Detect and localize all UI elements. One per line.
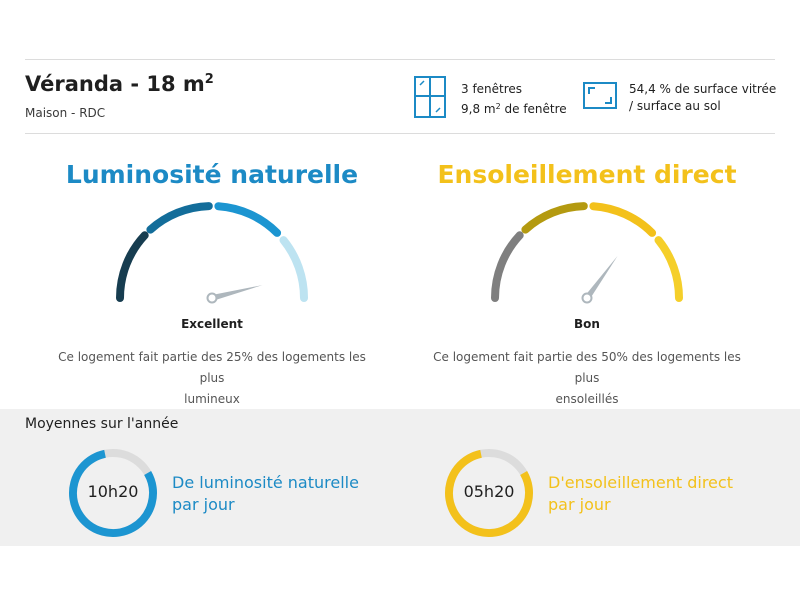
luminosity-description: Ce logement fait partie des 25% des loge… xyxy=(58,350,366,406)
yearly-averages-title: Moyennes sur l'année xyxy=(25,416,179,432)
windows-info: 3 fenêtres 9,8 m2 de fenêtre xyxy=(461,81,567,118)
window-icon xyxy=(414,76,446,118)
gauge-needle xyxy=(211,285,263,301)
gauge-segment-1 xyxy=(116,231,149,302)
windows-count: 3 fenêtres xyxy=(461,82,523,96)
room-title: Véranda - 18 m2 xyxy=(25,72,214,96)
luminosity-rating: Excellent xyxy=(181,317,243,331)
sunshine-hours-value: 05h20 xyxy=(463,482,515,501)
sunshine-title: Ensoleillement direct xyxy=(437,160,737,189)
luminosity-gauge xyxy=(116,202,308,304)
luminosity-hours-label: De luminosité naturelle par jour xyxy=(172,473,359,514)
surface-ratio: 54,4 % de surface vitrée xyxy=(629,82,777,96)
gauge-segment-4 xyxy=(654,236,683,302)
gauge-needle-hub xyxy=(206,292,218,304)
surface-info: 54,4 % de surface vitrée / surface au so… xyxy=(629,81,776,115)
luminosity-hours-value: 10h20 xyxy=(87,482,139,501)
gauge-segment-3 xyxy=(589,202,657,237)
sunshine-gauge xyxy=(491,202,683,304)
gauge-segment-1 xyxy=(491,231,524,302)
gauge-segment-3 xyxy=(214,202,282,237)
header-divider xyxy=(25,133,775,134)
surface-ratio-suffix: / surface au sol xyxy=(629,99,721,113)
sunshine-description: Ce logement fait partie des 50% des loge… xyxy=(433,350,741,406)
floor-surface-icon xyxy=(583,82,617,109)
ring-progress xyxy=(69,449,157,537)
top-divider xyxy=(25,59,775,60)
windows-area: 9,8 m2 de fenêtre xyxy=(461,102,567,116)
gauge-needle-hub xyxy=(581,292,593,304)
sunshine-hours-label: D'ensoleillement direct par jour xyxy=(548,473,733,514)
luminosity-hours-ring xyxy=(69,449,157,537)
gauge-segment-2 xyxy=(521,202,588,234)
room-subtitle: Maison - RDC xyxy=(25,106,106,120)
luminosity-title: Luminosité naturelle xyxy=(65,160,359,189)
gauge-needle xyxy=(584,255,618,300)
gauge-segment-2 xyxy=(146,202,213,234)
sunshine-hours-ring xyxy=(445,449,533,537)
sunshine-rating: Bon xyxy=(574,317,600,331)
gauge-segment-4 xyxy=(279,236,308,302)
